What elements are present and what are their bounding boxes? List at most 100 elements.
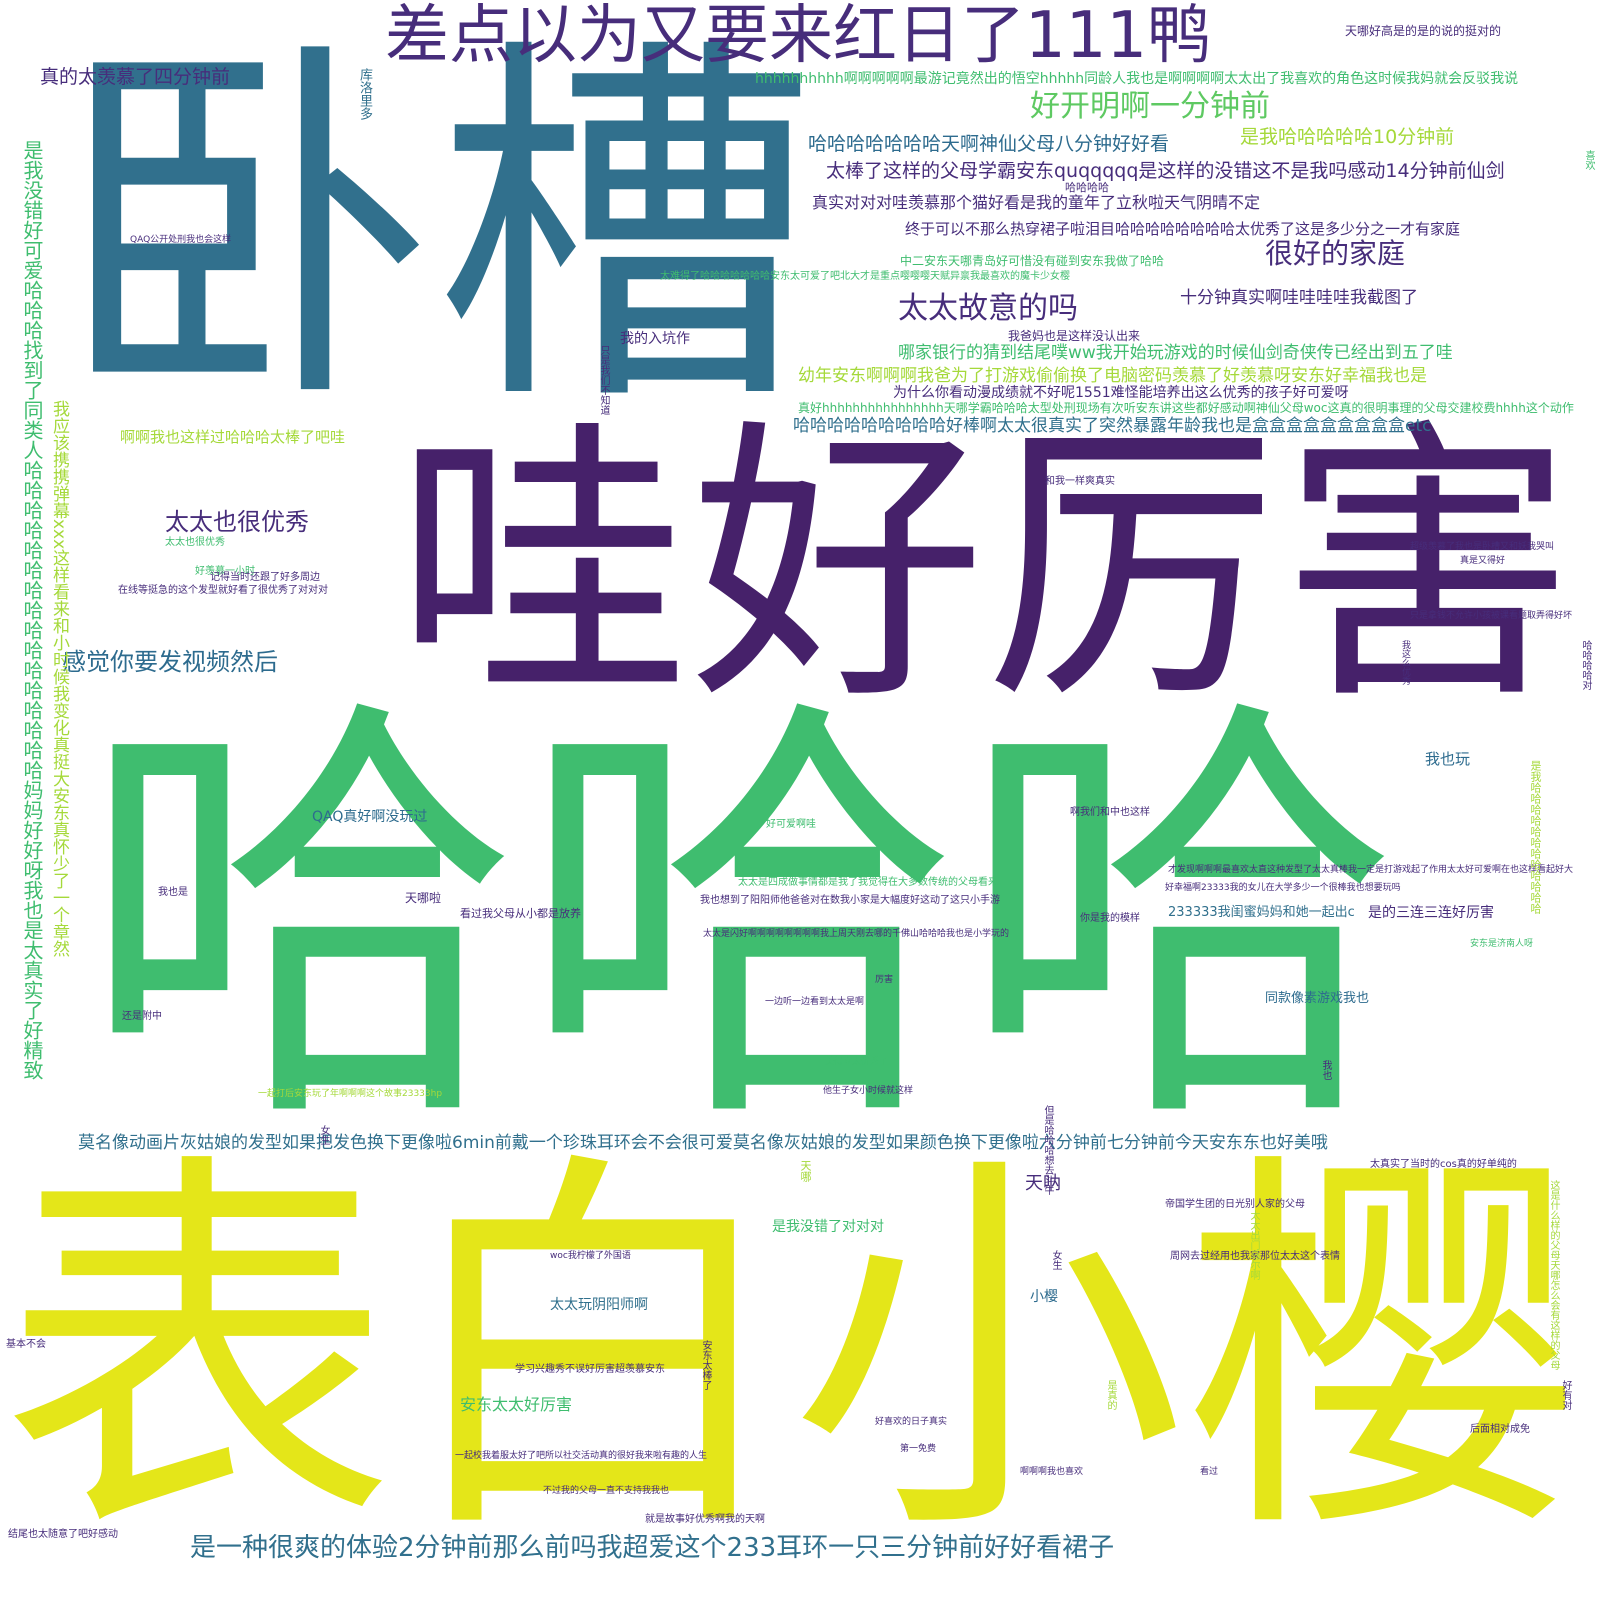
phrase-taitai-ye-youxiu-2: 太太也很优秀: [165, 537, 225, 548]
phrase-kanguo-2: 看过: [1200, 1467, 1219, 1477]
phrase-tianna: 天呐: [1025, 1173, 1061, 1194]
word-wa-hao-lihai: 哇好厉害: [395, 395, 1575, 739]
phrase-lihai: 厉害: [875, 975, 894, 985]
phrase-shi-yizhong: 是一种很爽的体验2分钟前那么前吗我超爱这个233耳环一只三分钟前好好看裙子: [190, 1533, 1115, 1563]
phrase-vertical-haoyoudui: 好有对: [1560, 1380, 1571, 1410]
phrase-taitai-shan: 太太是闪好啊啊啊啊啊啊啊啊我上周天刚去哪的千佛山哈哈哈我也是小学玩的: [703, 929, 1010, 939]
phrase-vertical-shizhende: 是真的: [1105, 1380, 1116, 1410]
phrase-shiwo-meicuo: 是我没错了对对对: [772, 1219, 884, 1235]
phrase-cai-faxian: 才发现啊啊啊最喜欢太直这种发型了太太真棒我一定是打游戏起了作用太太好可爱啊在也这…: [1168, 865, 1574, 875]
phrase-hao-xingfu: 好幸福啊23333我的女儿在大学多少一个很棒我也想要玩吗: [1165, 883, 1401, 893]
phrase-vertical-yinggai: 我应该携携弹幕xxx这样看来和小时候我变化真挺大安东真怀少了一个章然: [49, 400, 69, 958]
phrase-tai-nande: 太难得了哈哈哈哈哈哈哈安东太可爱了吧北大才是重点嘤嘤嘤天赋异禀我最喜欢的魔卡少女…: [660, 271, 1070, 282]
phrase-wo-ye-shi: 我也是: [158, 887, 188, 898]
phrase-hhhh-zuiyouji: hhhhhhhhhh啊啊啊啊啊最游记竟然出的悟空hhhhh同龄人我也是啊啊啊啊太…: [755, 71, 1519, 87]
phrase-zhende-xianmu: 真的太羡慕了四分钟前: [40, 66, 231, 88]
phrase-taitai-guyi: 太太故意的吗: [898, 291, 1078, 326]
phrase-xiaoying: 小樱: [1030, 1289, 1058, 1305]
phrase-vertical-zhishi: 只是我们不知道: [598, 345, 609, 415]
phrase-chaoji-xianmu: 超级羡慕了我也是卧槽又和妖我哭叫: [1410, 542, 1555, 552]
phrase-ni-shi-wo: 你是我的模样: [1080, 913, 1140, 924]
phrase-vertical-kuluo: 库洛里多: [357, 68, 372, 120]
phrase-wo-ye-xiang: 我也想到了阳阳师他爸爸对在数我小家是大幅度好这动了这只小手游: [700, 895, 1000, 906]
phrase-vertical-tiannala: 天哪: [799, 1160, 812, 1182]
phrase-vertical-danshi: 但是哈哈哈想去斗牛: [1042, 1105, 1053, 1195]
phrase-hahaha-haobang: 哈哈哈哈哈哈哈哈哈好棒啊太太很真实了突然暴露年龄我也是盒盒盒盒盒盒盒盒盒etc: [793, 416, 1432, 436]
phrase-shiwo-10min: 是我哈哈哈哈哈10分钟前: [1240, 126, 1455, 148]
phrase-hahaha-shenxian: 哈哈哈哈哈哈哈天啊神仙父母八分钟好好看: [808, 133, 1170, 155]
phrase-taitai-yinyangshi: 太太玩阴阳师啊: [550, 1297, 648, 1313]
phrase-xuexi: 学习兴趣秀不误好厉害超羡慕安东: [515, 1364, 665, 1375]
phrase-wo-baba: 我爸妈也是这样没认出来: [1008, 329, 1141, 343]
phrase-diguo: 帝国学生团的日光别人家的父母: [1165, 1199, 1305, 1210]
phrase-vertical-hahaha: 这是什么样的父母天哪怎么会有这样的父母: [1548, 1180, 1559, 1370]
phrase-vertical-andong-taibang: 安东太棒了: [700, 1340, 711, 1390]
phrase-vertical-hahaha-dui: 哈哈哈哈对: [1580, 640, 1591, 690]
phrase-tianna-haogao: 天哪好高是的是的说的挺对的: [1345, 24, 1502, 38]
phrase-vertical-nvsheng: 女生: [318, 1125, 329, 1145]
phrase-yibian: 一边听一边看到太太是啊: [765, 997, 865, 1007]
phrase-zhonger: 中二安东天哪青岛好可惜没有碰到安东我做了哈哈: [900, 254, 1165, 268]
phrase-vertical-woye: 我也: [1320, 1060, 1331, 1080]
phrase-jiben-buhui: 基本不会: [6, 1339, 46, 1350]
phrase-kanguo: 看过我父母从小都是放养: [460, 907, 581, 920]
phrase-vertical-xihuan: 喜欢: [1583, 150, 1594, 170]
phrase-sanlian: 是的三连三连好厉害: [1368, 905, 1494, 921]
phrase-233333: 233333我闺蜜妈妈和她一起出c: [1168, 905, 1355, 920]
phrase-he-wo-yiyang: 和我一样爽真实: [1045, 476, 1115, 487]
phrase-andong-jinan: 安东是济南人呀: [1470, 939, 1534, 949]
phrase-zaixian: 在线等挺急的这个发型就好看了很优秀了对对对: [118, 585, 328, 596]
phrase-mei-de: 美得立太优秀了: [825, 1057, 889, 1067]
phrase-a-women: 啊我们和中也这样: [1070, 807, 1150, 818]
phrase-zhen-shi-you: 真是又得好: [1460, 556, 1506, 566]
phrase-aa-wo-ye-xihuan: 啊啊啊我也喜欢: [1020, 1467, 1084, 1477]
phrase-jide: 记得当时还跟了好多周边: [210, 572, 320, 583]
phrase-haishi-fuzhong: 还是附中: [122, 1011, 162, 1022]
phrase-andong-taitai: 安东太太好厉害: [460, 1395, 573, 1414]
phrase-vertical-tai-chu: 太太出门马尔啊: [1248, 1210, 1259, 1280]
phrase-hao-kaiming: 好开明啊一分钟前: [1030, 89, 1270, 124]
phrase-qaq-gongkai: QAQ公开处刑我也会这样: [130, 235, 232, 245]
phrase-taitai-youxiu: 太太也很优秀: [165, 508, 309, 536]
word-biaobai-xiaoying: 表白小樱: [0, 1122, 1580, 1582]
phrase-yiqi-xiao: 一起校我着服太好了吧所以社交活动真的很好我来啦有趣的人生: [455, 1451, 708, 1461]
phrase-tai-zhenshi-cos: 太真实了当时的cos真的好单纯的: [1370, 1159, 1517, 1170]
phrase-shifenzhong: 十分钟真实啊哇哇哇哇我截图了: [1180, 288, 1418, 308]
phrase-zhenhao-hhhh: 真好hhhhhhhhhhhhhhhh天哪学霸哈哈哈太型处刑现场有次听安东讲这些都…: [798, 401, 1574, 415]
phrase-taibang: 太棒了这样的父母学霸安东quqqqqq是这样的没错这不是我吗感动14分钟前仙剑: [826, 160, 1505, 182]
phrase-aa-wo-ye: 啊啊我也这样过哈哈哈太棒了吧哇: [120, 428, 346, 446]
phrase-woc-ningmeng: woc我柠檬了外国语: [550, 1251, 631, 1261]
phrase-buguo: 不过我的父母一直不支持我我也: [543, 1486, 670, 1496]
phrase-hao-keai: 好可爱啊哇: [766, 819, 816, 830]
phrase-houmian: 后面相对成免: [1470, 1424, 1530, 1435]
phrase-chadian: 差点以为又要来红日了111鸭: [385, 0, 1212, 73]
phrase-wode-rukeng: 我的入坑作: [620, 331, 690, 347]
phrase-woyewan: 我也玩: [1425, 750, 1471, 768]
phrase-ta-shengzi: 他生子女小时候就这样: [823, 1086, 914, 1096]
phrase-zhenshi-duiduidui: 真实对对对哇羡慕那个猫好看是我的童年了立秋啦天气阴晴不定: [812, 193, 1261, 212]
phrase-ganjue: 感觉你要发视频然后: [62, 648, 278, 676]
phrase-hen-hao-jiating: 很好的家庭: [1265, 237, 1406, 270]
phrase-weishenme: 为什么你看动漫成绩就不好呢1551难怪能培养出这么优秀的孩子好可爱呀: [893, 385, 1349, 401]
phrase-najia-yinhang: 哪家银行的猜到结尾噗ww我开始玩游戏的时候仙剑奇侠传已经出到五了哇: [898, 343, 1453, 363]
phrase-zhongyu: 终于可以不那么热穿裙子啦泪目哈哈哈哈哈哈哈哈太优秀了这是多少分之一才有家庭: [905, 220, 1461, 238]
phrase-tianna-small: 天哪啦: [405, 891, 442, 905]
word-hahaha: 哈哈哈: [80, 664, 1400, 1176]
phrase-vertical-nvsheng-2: 女生: [1050, 1250, 1061, 1270]
phrase-jiushi-gushi: 就是故事好优秀啊我的天啊: [645, 1514, 765, 1525]
phrase-jiewei: 结尾也太随意了吧好感动: [8, 1529, 118, 1540]
phrase-moming: 莫名像动画片灰姑娘的发型如果把发色换下更像啦6min前戴一个珍珠耳环会不会很可爱…: [78, 1133, 1328, 1153]
word-woc: 卧槽: [55, 8, 815, 451]
phrase-zhi-shi-naqian: 只是拿钱不允许小孩被课看题取弄得好坏: [1410, 611, 1573, 621]
phrase-vertical-zheme: 我这么优秀: [1400, 640, 1410, 685]
phrase-tai-tai-sicheng: 太太是四成做事情都是我了我觉得在大多数传统的父母看来: [738, 877, 998, 888]
phrase-yiqi-da: 一起打后安东玩了年啊啊啊这个故事23333hp: [258, 1089, 443, 1099]
phrase-younian-andong: 幼年安东啊啊啊我爸为了打游戏偷偷换了电脑密码羡慕了好羡慕呀安东好幸福我也是: [798, 366, 1427, 386]
phrase-zhouwang: 周网去过经用也我家那位太太这个表情: [1170, 1251, 1340, 1262]
phrase-zhe-shi-shenme: 哈哈哈哈: [1065, 181, 1109, 194]
phrase-vertical-haokeai: 是我没错好可爱哈哈哈找到了同类人哈哈哈哈哈哈哈哈哈哈哈哈哈哈哈哈妈妈好好呀我也是…: [20, 140, 44, 1080]
phrase-vertical-shiwo-hahaha: 是我哈哈哈哈哈哈哈哈哈哈哈哈: [1529, 760, 1542, 914]
phrase-hao-xianmu: 好羡慕一小时: [195, 566, 255, 577]
phrase-hao-xihuan: 好喜欢的日子真实: [875, 1417, 948, 1427]
